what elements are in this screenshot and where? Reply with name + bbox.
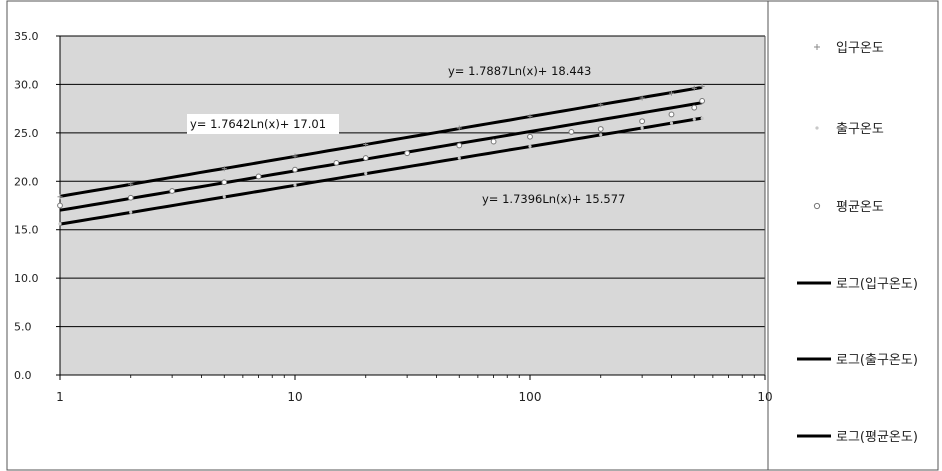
average-point	[255, 173, 262, 180]
average-point	[691, 104, 698, 111]
legend-label: 로그(평균온도)	[836, 430, 918, 445]
average-point	[127, 194, 134, 201]
outlet-point	[640, 126, 644, 130]
x-tick-label: 10	[287, 390, 302, 404]
y-tick-label: 35.0	[14, 30, 39, 43]
average-point	[292, 166, 298, 173]
trendline-equation-1: y= 1.7887Ln(x)+ 18.443	[448, 64, 591, 78]
outlet-point	[222, 195, 226, 199]
average-point	[568, 128, 575, 135]
y-tick-label: 10.0	[14, 272, 39, 285]
x-tick-label: 1	[56, 390, 64, 404]
average-point	[527, 133, 533, 140]
outlet-point	[58, 222, 62, 226]
average-point	[597, 126, 604, 132]
inlet-point	[128, 181, 134, 187]
y-tick-label: 5.0	[14, 321, 32, 334]
y-tick-label: 15.0	[14, 224, 39, 237]
average-point	[169, 188, 176, 194]
equation-box	[187, 114, 339, 134]
x-tick-label: 100	[519, 390, 542, 404]
inlet-point	[691, 85, 697, 91]
outlet-point	[457, 156, 461, 160]
average-point	[668, 111, 675, 118]
inlet-point	[221, 166, 227, 172]
average-point	[490, 138, 497, 145]
trendline-equation-2: y= 1.7642Ln(x)+ 17.01	[190, 117, 326, 131]
inlet-point	[292, 153, 298, 159]
average-point	[404, 150, 411, 157]
average-point	[333, 159, 340, 166]
average-point	[221, 179, 228, 186]
plot-area: 35.0 30.0 25.0 20.0 15.0 10.0 5.0 0.0 1 10 100 10 y=…	[14, 30, 773, 404]
y-tick-label: 20.0	[14, 175, 39, 188]
trendline-1	[59, 85, 703, 198]
inlet-point	[598, 102, 604, 108]
inlet-point	[363, 141, 369, 147]
y-tick-label: 0.0	[14, 369, 32, 382]
legend-marker-average	[813, 202, 821, 210]
legend-label: 로그(출구온도)	[836, 353, 918, 368]
y-tick-label: 30.0	[14, 78, 39, 91]
inlet-point	[668, 90, 674, 96]
legend-marker-inlet	[814, 44, 820, 50]
outlet-point	[293, 183, 297, 187]
outlet-point	[700, 116, 704, 120]
legend-marker-outlet	[815, 126, 819, 130]
average-point	[699, 97, 706, 104]
inlet-point	[527, 113, 533, 119]
inlet-point	[456, 125, 462, 131]
outlet-point	[528, 144, 532, 149]
inlet-point	[57, 194, 63, 200]
y-tick-label: 25.0	[14, 127, 39, 140]
outlet-point	[599, 133, 603, 137]
legend-label: 로그(입구온도)	[836, 277, 918, 292]
outlet-point	[364, 171, 368, 176]
average-point	[639, 118, 646, 125]
average-point	[456, 142, 463, 149]
outlet-point	[692, 117, 696, 121]
average-point	[57, 202, 63, 209]
trendline-3	[59, 116, 703, 226]
trendline-2	[59, 101, 703, 212]
outlet-point	[129, 210, 133, 214]
x-tick-label: 10	[757, 390, 772, 404]
legend-label: 출구온도	[836, 122, 884, 137]
average-point	[362, 155, 369, 161]
outlet-point	[669, 121, 674, 125]
trendline-equation-3: y= 1.7396Ln(x)+ 15.577	[482, 192, 625, 206]
legend-label: 입구온도	[836, 41, 884, 56]
inlet-point	[699, 83, 705, 89]
legend-label: 평균온도	[836, 200, 884, 215]
inlet-point	[639, 95, 645, 101]
